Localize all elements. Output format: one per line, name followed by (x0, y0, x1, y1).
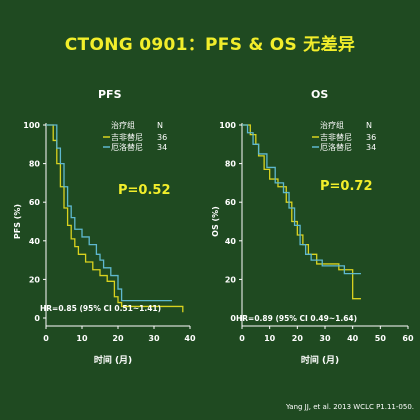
pfs-x-tick-label: 20 (112, 334, 124, 343)
os-x-tick-label: 10 (264, 334, 276, 343)
os-x-tick-label: 50 (375, 334, 387, 343)
os-y-axis-label: OS (%) (211, 206, 220, 237)
os-y-tick-label: 80 (225, 160, 237, 169)
os-legend-n: 36 (366, 133, 376, 142)
pfs-legend-n: 36 (157, 133, 167, 142)
os-y-tick-label: 100 (219, 121, 236, 130)
os-y-tick-label: 20 (225, 275, 237, 284)
citation: Yang JJ, et al. 2013 WCLC P1.11-050. (285, 403, 414, 411)
os-x-tick-label: 60 (402, 334, 414, 343)
os-legend-header: 治疗组 (320, 120, 344, 130)
pfs-hazard-ratio: HR=0.85 (95% CI 0.51~1.41) (40, 304, 161, 313)
pfs-y-tick-label: 0 (34, 314, 40, 323)
os-legend-label: 厄洛替尼 (320, 142, 352, 152)
os-x-axis-label: 时间 (月) (301, 354, 339, 366)
pfs-legend-label: 吉非替尼 (111, 132, 143, 142)
pfs-series-erlotinib (46, 124, 172, 302)
pfs-y-tick-label: 100 (23, 121, 40, 130)
os-y-tick-label: 0 (230, 314, 236, 323)
pfs-y-axis-label: PFS (%) (13, 204, 22, 239)
pfs-legend-header: 治疗组 (111, 120, 135, 130)
os-x-tick-label: 0 (239, 334, 245, 343)
pfs-panel-title: PFS (98, 88, 122, 101)
pfs-x-tick-label: 40 (184, 334, 196, 343)
pfs-y-tick-label: 60 (29, 198, 41, 207)
pfs-legend-header-n: N (157, 121, 163, 130)
pfs-x-tick-label: 0 (43, 334, 49, 343)
pfs-x-axis-label: 时间 (月) (94, 354, 132, 366)
os-legend-label: 吉非替尼 (320, 132, 352, 142)
pfs-y-tick-label: 40 (29, 237, 41, 246)
os-legend-n: 34 (366, 143, 376, 152)
slide-title: CTONG 0901：PFS & OS 无差异 (64, 35, 356, 55)
os-legend-header-n: N (366, 121, 372, 130)
os-y-tick-label: 40 (225, 237, 237, 246)
pfs-y-tick-label: 20 (29, 275, 41, 284)
pfs-series-gefitinib (46, 124, 184, 313)
pfs-legend-label: 厄洛替尼 (111, 142, 143, 152)
os-y-tick-label: 60 (225, 198, 237, 207)
os-hazard-ratio: HR=0.89 (95% CI 0.49~1.64) (236, 314, 357, 323)
os-p-value: P=0.72 (320, 179, 373, 194)
pfs-y-tick-label: 80 (29, 160, 41, 169)
os-x-tick-label: 40 (347, 334, 359, 343)
pfs-p-value: P=0.52 (118, 183, 171, 198)
os-series-erlotinib (242, 124, 361, 275)
pfs-x-tick-label: 10 (76, 334, 88, 343)
pfs-legend-n: 34 (157, 143, 167, 152)
os-panel-title: OS (311, 88, 329, 101)
os-x-tick-label: 20 (292, 334, 304, 343)
pfs-x-tick-label: 30 (148, 334, 160, 343)
os-x-tick-label: 30 (319, 334, 331, 343)
